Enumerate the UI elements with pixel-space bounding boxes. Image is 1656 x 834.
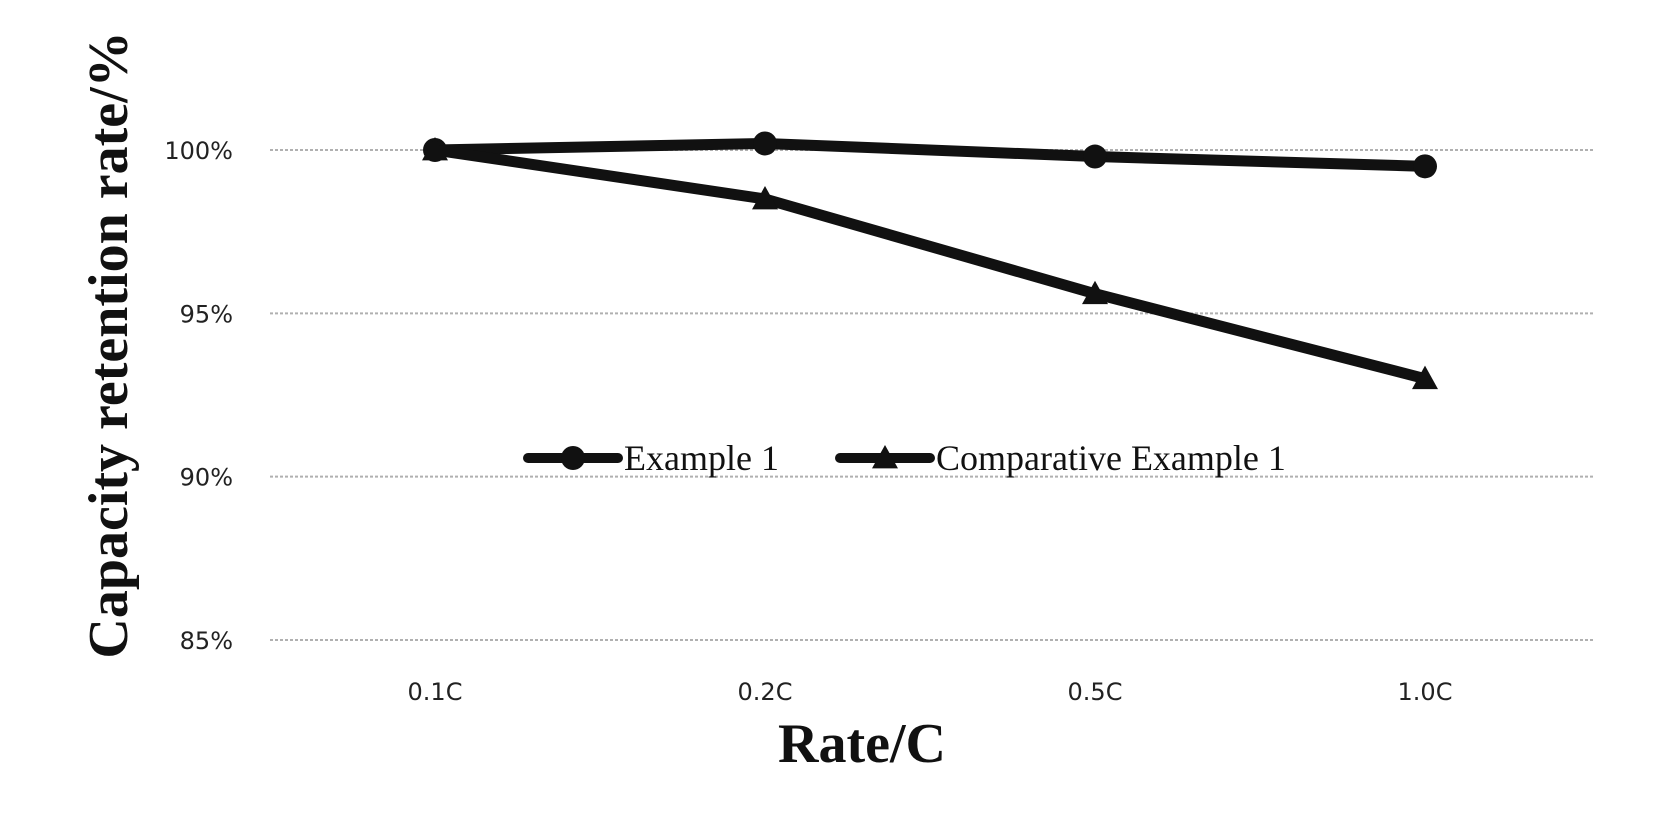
legend: Example 1 Comparative Example 1 <box>528 438 1286 478</box>
y-tick-label: 85% <box>180 627 233 655</box>
y-tick-label: 100% <box>164 137 233 165</box>
legend-marker <box>561 446 585 470</box>
x-tick-label: 1.0C <box>1398 678 1453 706</box>
x-tick-label: 0.2C <box>738 678 793 706</box>
y-axis-title: Capacity retention rate/% <box>78 31 140 658</box>
x-tick-label: 0.1C <box>408 678 463 706</box>
data-point <box>1413 154 1437 178</box>
series-line <box>435 150 1425 379</box>
y-tick-label: 95% <box>180 300 233 328</box>
series-line <box>435 143 1425 166</box>
legend-item: Comparative Example 1 <box>840 438 1286 478</box>
legend-label: Example 1 <box>624 438 779 478</box>
y-tick-label: 90% <box>180 464 233 492</box>
series-2 <box>422 137 1438 389</box>
data-point <box>753 131 777 155</box>
x-tick-labels: 0.1C 0.2C 0.5C 1.0C <box>408 678 1453 706</box>
legend-item: Example 1 <box>528 438 779 478</box>
x-tick-label: 0.5C <box>1068 678 1123 706</box>
series-layer <box>422 131 1438 389</box>
gridlines <box>270 150 1595 640</box>
data-point <box>1083 145 1107 169</box>
x-axis-title: Rate/C <box>778 713 946 775</box>
y-tick-labels: 85% 90% 95% 100% <box>164 137 233 655</box>
legend-label: Comparative Example 1 <box>936 438 1286 478</box>
